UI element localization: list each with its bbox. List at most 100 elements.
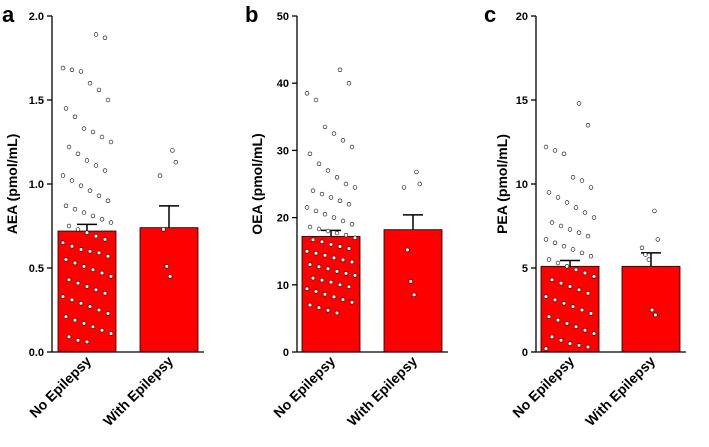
panel-a-point xyxy=(60,240,66,246)
panel-a: a AEA (pmol/mL) 0.0 0.5 1.0 1.5 2.0 No Epile… xyxy=(2,2,204,429)
panel-b-point xyxy=(325,266,331,271)
panel-a-y-tick-label: 0.5 xyxy=(29,263,44,275)
panel-c-point xyxy=(564,264,570,269)
panel-a-point xyxy=(63,106,69,111)
panel-a-point xyxy=(66,223,72,229)
panel-c-point xyxy=(543,237,549,242)
panel-c-point xyxy=(570,247,576,252)
panel-c-point xyxy=(591,274,597,279)
panel-a-point xyxy=(75,338,81,343)
panel-b-y-tick-label: 20 xyxy=(277,213,289,225)
panel-c-point xyxy=(543,346,549,351)
panel-a-point xyxy=(99,217,105,222)
panel-c-point xyxy=(567,341,573,346)
panel-a-point xyxy=(72,317,78,323)
panel-c-point xyxy=(543,144,549,150)
panel-a-point xyxy=(72,260,78,266)
panel-c-point xyxy=(555,195,561,200)
panel-c-point xyxy=(582,210,588,215)
panel-c-point xyxy=(567,227,573,232)
panel-a-point xyxy=(102,35,108,40)
panel-c-points xyxy=(543,101,660,351)
panel-a-y-tick-label: 2.0 xyxy=(29,11,44,23)
panel-b-point xyxy=(405,247,410,253)
panel-b-point xyxy=(313,251,319,256)
panel-c-point xyxy=(549,220,555,225)
panel-c-point xyxy=(591,331,597,336)
panel-c: c PEA (pmol/mL) 0 5 10 15 20 No Epilepsy With… xyxy=(484,2,686,429)
panel-c-categories: No Epilepsy With Epilepsy xyxy=(509,353,658,429)
panel-a-categories: No Epilepsy With Epilepsy xyxy=(26,353,176,429)
panel-c-point xyxy=(558,280,564,286)
panel-a-point xyxy=(108,220,114,225)
panel-c-point xyxy=(579,250,585,256)
panel-a-category-label-2: With Epilepsy xyxy=(100,353,176,429)
panel-c-point xyxy=(579,307,585,313)
panel-c-point xyxy=(643,252,648,257)
panel-b: b OEA (pmol/mL) 0 10 20 30 40 50 No Epilepsy W… xyxy=(245,2,448,429)
panel-a-bar-1 xyxy=(57,230,117,353)
panel-b-point xyxy=(349,144,355,150)
panel-a-point xyxy=(87,249,93,254)
panel-c-point xyxy=(549,334,555,340)
panel-c-point xyxy=(576,287,582,292)
panel-b-point xyxy=(319,239,325,245)
panel-a-point xyxy=(66,277,72,282)
panel-b-point xyxy=(307,224,313,230)
panel-c-point xyxy=(585,122,591,128)
panel-c-point xyxy=(567,284,573,289)
panel-c-point xyxy=(552,148,558,153)
panel-a-axes xyxy=(51,16,204,353)
panel-a-point xyxy=(78,69,84,74)
panel-b-point xyxy=(352,185,358,190)
panel-c-point xyxy=(573,267,579,272)
panel-b-point xyxy=(304,286,310,291)
panel-b-point xyxy=(334,230,340,236)
panel-b-point xyxy=(337,244,343,249)
panel-b-y-tick-label: 0 xyxy=(283,347,289,359)
panel-c-point xyxy=(561,301,567,306)
panel-b-point xyxy=(346,80,352,86)
panel-b-point xyxy=(331,294,337,300)
panel-b-y-axis-label: OEA (pmol/mL) xyxy=(249,133,265,234)
panel-a-point xyxy=(99,134,105,140)
panel-a-point xyxy=(84,158,90,163)
panel-a-point xyxy=(105,311,111,316)
panel-a-point xyxy=(78,301,84,306)
panel-c-point xyxy=(570,304,576,309)
panel-b-point xyxy=(346,246,352,251)
panel-b-point xyxy=(316,161,322,167)
panel-b-point xyxy=(328,195,334,200)
panel-a-point xyxy=(84,339,90,345)
panel-a-point xyxy=(63,314,69,319)
panel-a-point xyxy=(75,227,81,232)
panel-c-y-tick-label: 15 xyxy=(516,95,528,107)
panel-a-points xyxy=(60,32,179,345)
panel-c-point xyxy=(582,328,588,333)
panel-a-point xyxy=(78,183,84,188)
panel-c-point xyxy=(546,190,552,195)
panel-a-point xyxy=(167,274,173,279)
panel-a-category-label-1: No Epilepsy xyxy=(26,353,94,421)
panel-a-point xyxy=(90,267,96,272)
panel-c-point xyxy=(585,233,591,239)
panel-b-point xyxy=(316,264,322,269)
panel-a-point xyxy=(69,244,75,249)
panel-a-point xyxy=(93,32,99,37)
panel-b-category-label-1: No Epilepsy xyxy=(270,353,338,421)
panel-c-point xyxy=(588,254,594,259)
panel-b-point xyxy=(346,284,352,289)
panel-b-point xyxy=(334,310,340,316)
panel-b-point xyxy=(316,226,322,232)
panel-c-point xyxy=(649,307,655,313)
panel-c-y-axis-label: PEA (pmol/mL) xyxy=(494,134,510,234)
panel-a-point xyxy=(108,139,114,145)
panel-b-point xyxy=(325,228,331,234)
panel-b-point xyxy=(349,222,355,227)
panel-c-y-tick-label: 10 xyxy=(516,179,528,191)
panel-a-letter: a xyxy=(2,2,15,27)
panel-c-point xyxy=(552,240,558,246)
panel-c-point xyxy=(576,343,582,348)
panel-b-y-tick-label: 10 xyxy=(277,280,289,292)
panel-b-point xyxy=(337,282,343,287)
